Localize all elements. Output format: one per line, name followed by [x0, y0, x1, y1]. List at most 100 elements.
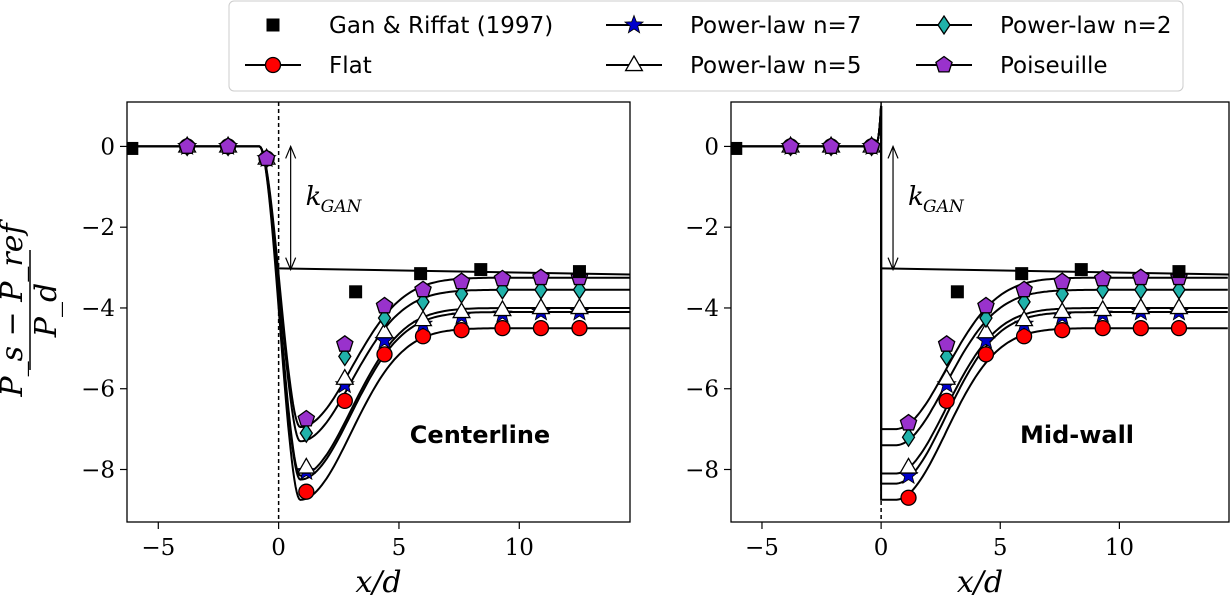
data-point-power-law-n-5 [296, 457, 316, 474]
data-point-power-law-n-5 [1093, 299, 1113, 317]
data-point-gan-riffat [349, 285, 363, 299]
data-point-power-law-n-2 [416, 291, 430, 313]
plot-frame [730, 101, 1230, 523]
data-point-power-law-n-5 [899, 457, 919, 474]
data-point-power-law-n-2 [939, 346, 954, 367]
legend-marker-square [266, 18, 280, 32]
data-point-poiseuille [862, 137, 881, 154]
k-gan-arrowhead-top [285, 144, 297, 159]
x-axis-label: x/d [957, 565, 1003, 600]
data-point-poiseuille [414, 280, 432, 298]
y-tick-label: −2 [685, 215, 719, 241]
data-point-power-law-n-2 [1134, 279, 1148, 300]
data-point-poiseuille [899, 413, 918, 431]
data-point-poiseuille [977, 296, 995, 314]
legend: Gan & Riffat (1997) Flat Power-law n=7 Powe… [228, 0, 1184, 92]
y-tick-label: 0 [100, 134, 115, 160]
y-tick-label: −4 [685, 296, 719, 322]
k-gan-subscript: GAN [321, 197, 363, 217]
panel-label: Centerline [410, 421, 550, 449]
data-point-power-law-n-5 [569, 297, 589, 315]
data-point-flat [1094, 320, 1111, 337]
legend-label: Power-law n=2 [1000, 13, 1171, 39]
data-point-power-law-n-5 [452, 301, 472, 319]
data-point-flat [532, 320, 550, 337]
data-point-power-law-n-5 [375, 321, 395, 339]
k-gan-subscript: GAN [923, 197, 965, 217]
x-tick-label: 0 [874, 535, 889, 561]
y-tick-label: 0 [704, 134, 719, 160]
data-point-power-law-n-5 [1052, 301, 1072, 319]
legend-item-gan-riffat-1997: Gan & Riffat (1997) [266, 13, 553, 39]
k-gan-arrowhead-top [887, 144, 899, 159]
legend-item-poiseuille: Poiseuille [916, 53, 1108, 79]
data-point-flat [298, 483, 315, 500]
legend-label: Flat [329, 53, 372, 79]
data-point-power-law-n-2 [979, 307, 993, 329]
data-point-power-law-n-2 [299, 422, 314, 444]
fit-curve-power-law-n-7 [127, 145, 630, 481]
data-point-power-law-n-5 [937, 368, 957, 385]
legend-item-power-law-n-5: Power-law n=5 [606, 53, 861, 79]
y-tick-label: −4 [81, 296, 115, 322]
x-tick-label: 5 [392, 535, 407, 561]
legend-marker-pentagon [935, 55, 953, 73]
data-point-flat [1170, 320, 1188, 337]
data-point-gan-riffat [1015, 267, 1029, 281]
data-point-flat [900, 489, 917, 506]
y-tick-label: −8 [81, 458, 115, 484]
data-point-poiseuille [452, 272, 471, 290]
x-tick-label: −5 [745, 535, 779, 561]
data-point-power-law-n-2 [1055, 283, 1069, 304]
data-point-poiseuille [493, 269, 512, 287]
data-point-flat [1054, 322, 1071, 339]
data-point-power-law-n-5 [492, 299, 512, 317]
y-tick-label: −2 [81, 215, 115, 241]
data-point-power-law-n-2 [1017, 291, 1031, 313]
data-point-power-law-n-2 [1172, 279, 1186, 300]
series-gan-riffat-1997 [127, 141, 586, 299]
data-point-poiseuille [781, 137, 800, 154]
data-point-flat [414, 328, 432, 345]
data-point-poiseuille [297, 409, 316, 427]
data-point-poiseuille [1053, 272, 1072, 290]
data-point-power-law-n-2 [338, 346, 352, 367]
fit-curve-poiseuille [731, 105, 1228, 431]
data-point-flat [1015, 328, 1033, 345]
data-point-poiseuille [335, 335, 354, 352]
data-point-poiseuille [532, 268, 550, 286]
data-point-flat [336, 392, 353, 409]
data-point-power-law-n-2 [454, 283, 469, 304]
legend-marker-star [623, 14, 645, 34]
y-label-denominator: P_d [29, 283, 64, 338]
data-point-poiseuille [1015, 280, 1033, 298]
fit-curve-poiseuille [127, 145, 630, 429]
data-point-flat [453, 322, 470, 339]
data-point-gan-riffat [1074, 263, 1088, 277]
data-point-gan-riffat [731, 141, 743, 155]
data-point-power-law-n-5 [413, 309, 433, 327]
legend-label: Power-law n=5 [690, 53, 861, 79]
data-point-gan-riffat [127, 141, 139, 155]
data-point-poiseuille [375, 296, 394, 314]
data-point-flat [938, 392, 955, 409]
series-power-law-n-2 [783, 136, 1186, 448]
data-point-power-law-n-5 [976, 321, 996, 339]
k-gan-arrowhead-bottom [285, 257, 297, 272]
series-poiseuille [781, 137, 1188, 431]
legend-item-power-law-n-7: Power-law n=7 [606, 13, 861, 39]
data-point-poiseuille [1131, 268, 1150, 286]
series-poiseuille [178, 137, 589, 427]
data-point-poiseuille [822, 137, 840, 154]
data-point-power-law-n-2 [572, 279, 587, 300]
data-point-flat [376, 346, 393, 363]
data-point-gan-riffat [414, 267, 428, 281]
data-point-gan-riffat [950, 285, 964, 299]
data-point-gan-riffat [474, 263, 488, 277]
data-point-poiseuille [178, 137, 197, 154]
data-point-power-law-n-5 [1014, 309, 1034, 327]
fit-curve-power-law-n-2 [731, 105, 1228, 447]
data-point-power-law-n-2 [534, 279, 548, 300]
legend-label: Power-law n=7 [690, 13, 861, 39]
